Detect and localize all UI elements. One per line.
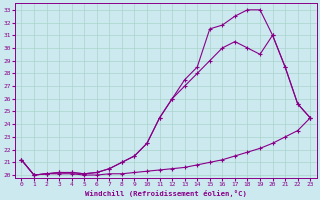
X-axis label: Windchill (Refroidissement éolien,°C): Windchill (Refroidissement éolien,°C) [85, 190, 247, 197]
